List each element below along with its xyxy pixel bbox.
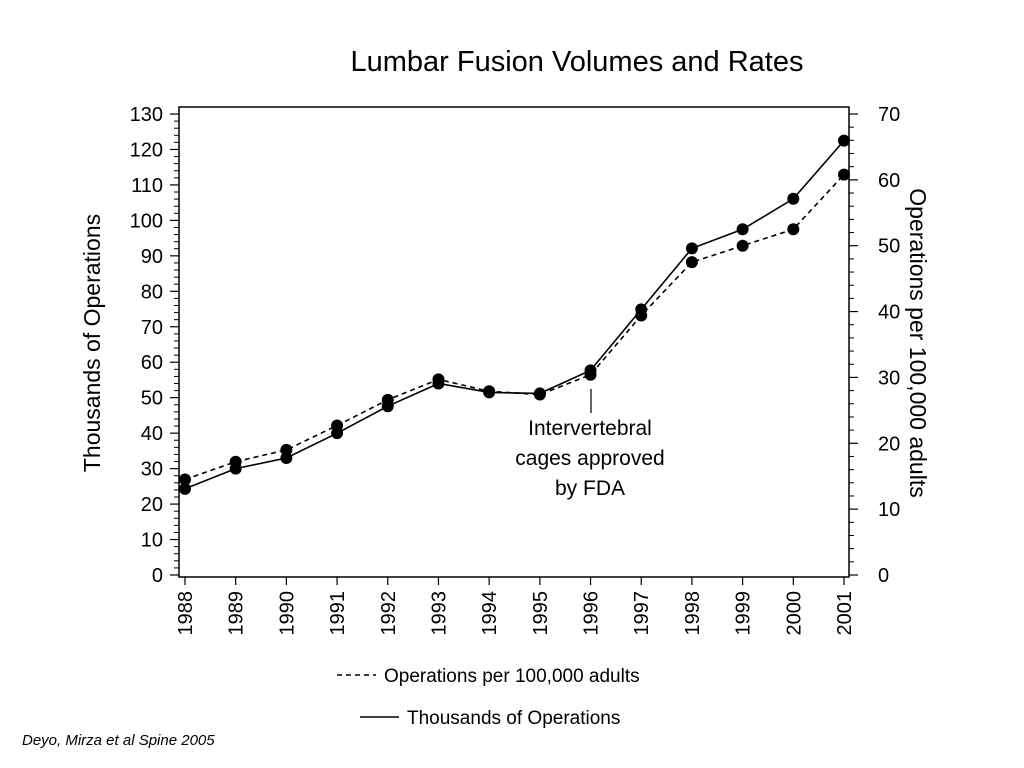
data-point-volume: [229, 462, 242, 475]
series-line-rate: [184, 174, 845, 481]
data-point-rate: [179, 473, 191, 486]
y-right-tick-label: 20: [878, 433, 900, 455]
legend-label-volume: Thousands of Operations: [407, 708, 620, 729]
axes: 0 10 20 30 40 50 60 70 80 90 100 110 120 130 0 10 20 30 40…: [130, 104, 901, 636]
data-point-volume: [685, 242, 698, 255]
annotation-line-1: Intervertebral: [528, 417, 652, 440]
data-point-volume: [432, 377, 445, 390]
y-left-tick-label: 0: [152, 565, 163, 587]
y-left-tick-label: 50: [141, 388, 163, 410]
x-tick-label: 1997: [631, 591, 653, 636]
x-tick-label: 1990: [276, 591, 298, 636]
y-right-tick-label: 10: [878, 499, 900, 521]
chart-title: Lumbar Fusion Volumes and Rates: [351, 46, 804, 78]
data-point-volume: [736, 223, 749, 236]
y-left-tick-label: 100: [130, 210, 163, 232]
data-point-volume: [483, 386, 496, 399]
annotation-line-2: cages approved: [515, 447, 664, 470]
y-left-tick-label: 120: [130, 139, 163, 161]
y-right-tick-label: 0: [878, 565, 889, 587]
legend: Operations per 100,000 adults Thousands …: [337, 666, 640, 729]
y-axis-right-label: Operations per 100,000 adults: [905, 188, 931, 497]
y-right-tick-label: 70: [878, 104, 900, 126]
x-tick-label: 1991: [327, 591, 349, 636]
data-point-rate: [838, 168, 850, 181]
data-point-volume: [179, 482, 191, 495]
y-axis-left-label: Thousands of Operations: [79, 214, 105, 472]
y-left-tick-label: 110: [131, 175, 163, 197]
data-point-volume: [533, 387, 546, 400]
y-left-tick-label: 80: [141, 281, 163, 303]
series-layer: [179, 134, 850, 495]
x-tick-label: 2000: [783, 591, 805, 636]
y-right-tick-label: 50: [878, 236, 900, 258]
data-point-rate: [685, 256, 698, 269]
data-point-volume: [787, 192, 800, 205]
annotation: Intervertebral cages approved by FDA: [515, 389, 665, 500]
x-tick-label: 1998: [682, 591, 704, 636]
citation: Deyo, Mirza et al Spine 2005: [22, 732, 215, 749]
data-point-volume: [381, 400, 394, 413]
data-point-volume: [838, 134, 850, 147]
legend-label-rate: Operations per 100,000 adults: [384, 666, 640, 687]
y-right-tick-label: 40: [878, 302, 900, 324]
y-left-tick-label: 70: [141, 317, 163, 339]
y-left-tick-label: 30: [141, 459, 163, 481]
data-point-rate: [787, 223, 800, 236]
y-right-tick-label: 30: [878, 367, 900, 389]
data-point-volume: [331, 427, 344, 440]
data-point-volume: [635, 303, 648, 316]
y-left-tick-label: 40: [141, 423, 163, 445]
data-point-rate: [736, 239, 749, 252]
annotation-line-3: by FDA: [555, 477, 625, 500]
y-left-tick-label: 20: [141, 494, 163, 516]
y-right-tick-label: 60: [878, 170, 900, 192]
y-left-tick-label: 10: [141, 530, 163, 552]
x-tick-label: 2001: [834, 591, 856, 636]
x-tick-label: 1996: [581, 591, 603, 636]
plot-frame: [178, 106, 850, 578]
x-tick-label: 1999: [733, 591, 755, 636]
x-tick-label: 1995: [530, 591, 552, 636]
y-left-tick-label: 130: [130, 104, 163, 126]
x-tick-label: 1988: [175, 591, 197, 636]
data-point-volume: [280, 451, 293, 464]
y-left-tick-label: 60: [141, 352, 163, 374]
x-tick-label: 1989: [226, 591, 248, 636]
x-tick-label: 1994: [479, 591, 501, 636]
x-tick-label: 1992: [378, 591, 400, 636]
y-left-tick-label: 90: [141, 246, 163, 268]
data-point-volume: [584, 364, 597, 377]
x-tick-label: 1993: [428, 591, 450, 636]
series-line-volume: [184, 140, 845, 490]
